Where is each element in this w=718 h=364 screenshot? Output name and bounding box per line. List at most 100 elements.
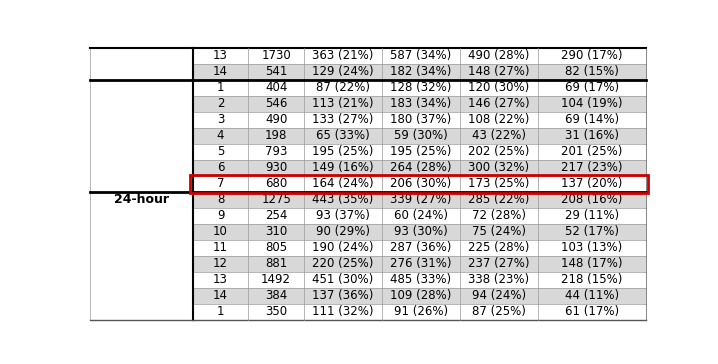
Text: 148 (27%): 148 (27%) (468, 66, 529, 78)
Text: 94 (24%): 94 (24%) (472, 289, 526, 302)
Text: 29 (11%): 29 (11%) (565, 209, 619, 222)
Text: 4: 4 (217, 129, 224, 142)
Text: 120 (30%): 120 (30%) (468, 82, 529, 94)
Bar (192, 272, 646, 288)
Text: 149 (16%): 149 (16%) (312, 161, 374, 174)
Text: 490: 490 (265, 113, 287, 126)
Text: 5: 5 (217, 145, 224, 158)
Text: 680: 680 (265, 177, 287, 190)
Text: 6: 6 (217, 161, 224, 174)
Text: 10: 10 (213, 225, 228, 238)
Text: 8: 8 (217, 193, 224, 206)
Text: 60 (24%): 60 (24%) (394, 209, 448, 222)
Text: 24-hour: 24-hour (113, 193, 169, 206)
Text: 587 (34%): 587 (34%) (390, 50, 452, 62)
Text: 1: 1 (217, 82, 224, 94)
Text: 2: 2 (217, 97, 224, 110)
Text: 91 (26%): 91 (26%) (393, 305, 448, 318)
Text: 13: 13 (213, 50, 228, 62)
Text: 182 (34%): 182 (34%) (390, 66, 452, 78)
Text: 206 (30%): 206 (30%) (390, 177, 452, 190)
Bar (192, 96, 646, 112)
Text: 198: 198 (265, 129, 287, 142)
Bar (192, 128, 646, 144)
Text: 180 (37%): 180 (37%) (390, 113, 452, 126)
Text: 87 (22%): 87 (22%) (316, 82, 370, 94)
Text: 87 (25%): 87 (25%) (472, 305, 526, 318)
Text: 485 (33%): 485 (33%) (391, 273, 452, 286)
Text: 14: 14 (213, 289, 228, 302)
Text: 881: 881 (265, 257, 287, 270)
Text: 254: 254 (265, 209, 287, 222)
Text: 208 (16%): 208 (16%) (561, 193, 623, 206)
Text: 404: 404 (265, 82, 287, 94)
Text: 128 (32%): 128 (32%) (390, 82, 452, 94)
Text: 11: 11 (213, 241, 228, 254)
Bar (192, 192, 646, 208)
Text: 109 (28%): 109 (28%) (390, 289, 452, 302)
Text: 137 (20%): 137 (20%) (561, 177, 623, 190)
Bar (190, 175, 648, 193)
Bar (192, 256, 646, 272)
Text: 287 (36%): 287 (36%) (390, 241, 452, 254)
Text: 146 (27%): 146 (27%) (468, 97, 530, 110)
Text: 264 (28%): 264 (28%) (390, 161, 452, 174)
Text: 183 (34%): 183 (34%) (390, 97, 452, 110)
Bar (192, 304, 646, 320)
Bar (192, 112, 646, 128)
Text: 217 (23%): 217 (23%) (561, 161, 623, 174)
Text: 1730: 1730 (261, 50, 291, 62)
Text: 276 (31%): 276 (31%) (390, 257, 452, 270)
Text: 218 (15%): 218 (15%) (561, 273, 623, 286)
Bar (192, 224, 646, 240)
Text: 13: 13 (213, 273, 228, 286)
Text: 93 (30%): 93 (30%) (394, 225, 448, 238)
Text: 290 (17%): 290 (17%) (561, 50, 623, 62)
Text: 75 (24%): 75 (24%) (472, 225, 526, 238)
Bar (192, 64, 646, 80)
Text: 44 (11%): 44 (11%) (565, 289, 619, 302)
Text: 69 (14%): 69 (14%) (565, 113, 619, 126)
Text: 546: 546 (265, 97, 287, 110)
Text: 793: 793 (265, 145, 287, 158)
Text: 490 (28%): 490 (28%) (468, 50, 529, 62)
Text: 65 (33%): 65 (33%) (316, 129, 370, 142)
Text: 9: 9 (217, 209, 224, 222)
Text: 338 (23%): 338 (23%) (468, 273, 529, 286)
Text: 190 (24%): 190 (24%) (312, 241, 373, 254)
Text: 12: 12 (213, 257, 228, 270)
Text: 195 (25%): 195 (25%) (312, 145, 373, 158)
Text: 52 (17%): 52 (17%) (565, 225, 619, 238)
Text: 285 (22%): 285 (22%) (468, 193, 529, 206)
Text: 164 (24%): 164 (24%) (312, 177, 374, 190)
Text: 202 (25%): 202 (25%) (468, 145, 529, 158)
Text: 237 (27%): 237 (27%) (468, 257, 529, 270)
Text: 129 (24%): 129 (24%) (312, 66, 374, 78)
Text: 103 (13%): 103 (13%) (561, 241, 623, 254)
Text: 541: 541 (265, 66, 287, 78)
Text: 43 (22%): 43 (22%) (472, 129, 526, 142)
Text: 108 (22%): 108 (22%) (468, 113, 529, 126)
Text: 220 (25%): 220 (25%) (312, 257, 373, 270)
Text: 133 (27%): 133 (27%) (312, 113, 373, 126)
Text: 137 (36%): 137 (36%) (312, 289, 373, 302)
Bar (192, 208, 646, 224)
Text: 1492: 1492 (261, 273, 292, 286)
Text: 148 (17%): 148 (17%) (561, 257, 623, 270)
Text: 805: 805 (265, 241, 287, 254)
Text: 451 (30%): 451 (30%) (312, 273, 373, 286)
Text: 7: 7 (217, 177, 224, 190)
Text: 1275: 1275 (261, 193, 291, 206)
Bar (192, 48, 646, 64)
Text: 363 (21%): 363 (21%) (312, 50, 373, 62)
Bar (192, 240, 646, 256)
Text: 61 (17%): 61 (17%) (565, 305, 619, 318)
Text: 1: 1 (217, 305, 224, 318)
Text: 59 (30%): 59 (30%) (394, 129, 448, 142)
Text: 930: 930 (265, 161, 287, 174)
Bar (192, 80, 646, 96)
Text: 225 (28%): 225 (28%) (468, 241, 529, 254)
Text: 82 (15%): 82 (15%) (565, 66, 619, 78)
Text: 69 (17%): 69 (17%) (565, 82, 619, 94)
Bar (192, 160, 646, 176)
